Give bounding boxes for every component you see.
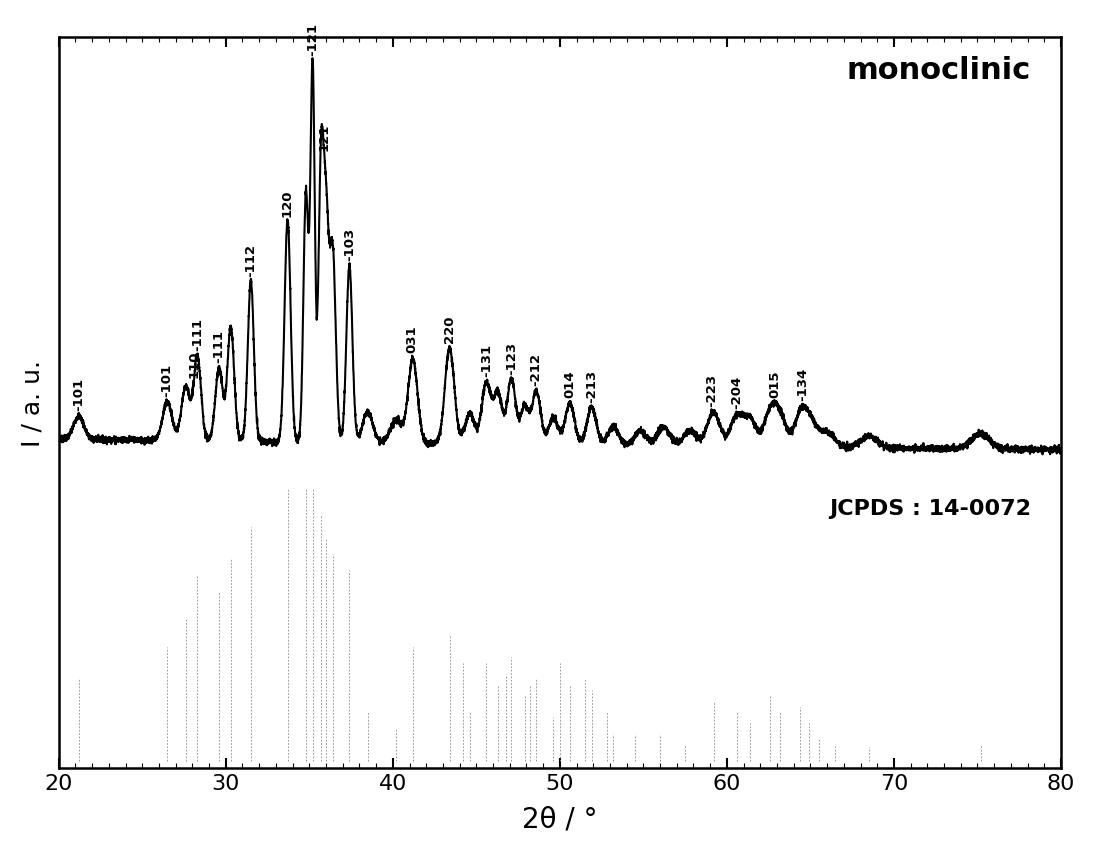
Text: -103: -103 [343, 227, 356, 260]
Text: 220: 220 [443, 316, 456, 343]
Text: -204: -204 [730, 375, 743, 409]
Text: -131: -131 [481, 344, 493, 376]
Text: -213: -213 [585, 369, 597, 403]
Text: 015: 015 [768, 369, 781, 397]
Text: monoclinic: monoclinic [847, 56, 1031, 85]
Text: -101: -101 [160, 363, 173, 396]
Text: JCPDS : 14-0072: JCPDS : 14-0072 [829, 498, 1031, 518]
Text: -223: -223 [705, 373, 718, 406]
Text: -111: -111 [191, 317, 204, 351]
Text: -101: -101 [72, 377, 85, 410]
Text: 121: 121 [318, 124, 331, 151]
Text: -123: -123 [505, 341, 517, 374]
X-axis label: 2θ / °: 2θ / ° [522, 804, 597, 833]
Text: 031: 031 [406, 325, 419, 352]
Text: -212: -212 [529, 352, 543, 386]
Text: -134: -134 [796, 368, 809, 401]
Text: 014: 014 [563, 370, 576, 398]
Text: 110: 110 [187, 350, 201, 377]
Text: -121: -121 [306, 23, 319, 55]
Y-axis label: I / a. u.: I / a. u. [21, 359, 45, 446]
Text: 120: 120 [281, 189, 294, 217]
Text: -112: -112 [244, 243, 258, 276]
Text: -111: -111 [213, 330, 226, 363]
